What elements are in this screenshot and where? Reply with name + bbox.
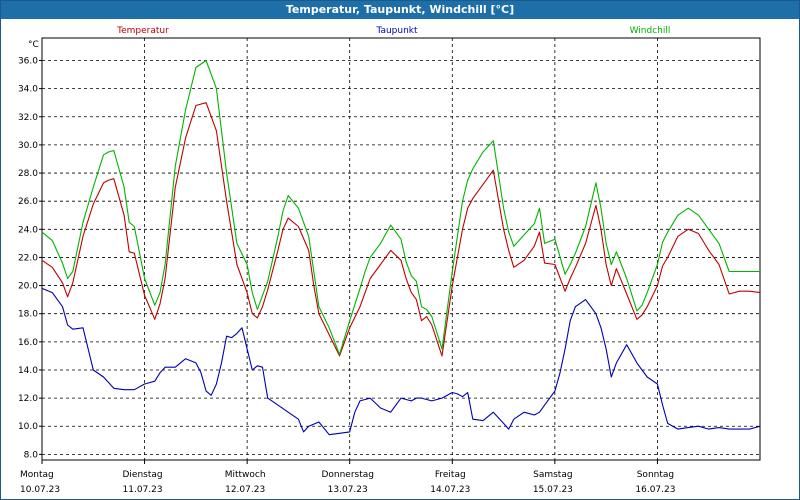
y-tick-label: 8.0 [24, 450, 39, 460]
x-tick-date: 14.07.23 [430, 485, 470, 495]
y-tick-label: 22.0 [18, 253, 38, 263]
y-tick-label: 30.0 [18, 141, 38, 151]
y-tick-label: 14.0 [18, 366, 38, 376]
y-tick-label: 36.0 [18, 57, 38, 67]
x-tick-date: 13.07.23 [328, 485, 368, 495]
series-line-taupunkt [41, 287, 761, 436]
x-tick-day: Montag [20, 470, 54, 480]
y-tick-label: 28.0 [18, 169, 38, 179]
x-tick-date: 12.07.23 [225, 485, 265, 495]
y-axis-label: °C [28, 40, 39, 50]
series-line-temperatur [41, 102, 761, 357]
x-tick-date: 15.07.23 [533, 485, 573, 495]
y-tick-label: 32.0 [18, 113, 38, 123]
series-line-windchill [41, 59, 760, 356]
plot-area [41, 37, 761, 461]
x-tick-day: Samstag [533, 470, 572, 480]
y-tick-label: 26.0 [18, 197, 38, 207]
y-tick-label: 18.0 [18, 310, 38, 320]
legend-temperatur: Temperatur [116, 26, 169, 36]
y-tick-label: 12.0 [18, 394, 38, 404]
x-tick-date: 16.07.23 [635, 485, 675, 495]
chart-title: Temperatur, Taupunkt, Windchill [°C] [1, 1, 799, 19]
y-tick-label: 16.0 [18, 338, 38, 348]
y-tick-label: 34.0 [18, 85, 38, 95]
x-tick-date: 11.07.23 [123, 485, 163, 495]
x-tick-day: Mittwoch [225, 470, 266, 480]
x-tick-day: Freitag [435, 470, 466, 480]
legend-taupunkt: Taupunkt [375, 26, 418, 36]
legend-windchill: Windchill [630, 26, 671, 36]
x-tick-day: Dienstag [123, 470, 163, 480]
x-tick-date: 10.07.23 [20, 485, 60, 495]
x-tick-day: Donnerstag [321, 470, 374, 480]
x-tick-day: Sonntag [637, 470, 674, 480]
y-tick-label: 24.0 [18, 225, 38, 235]
y-tick-label: 20.0 [18, 282, 38, 292]
y-tick-label: 10.0 [18, 422, 38, 432]
